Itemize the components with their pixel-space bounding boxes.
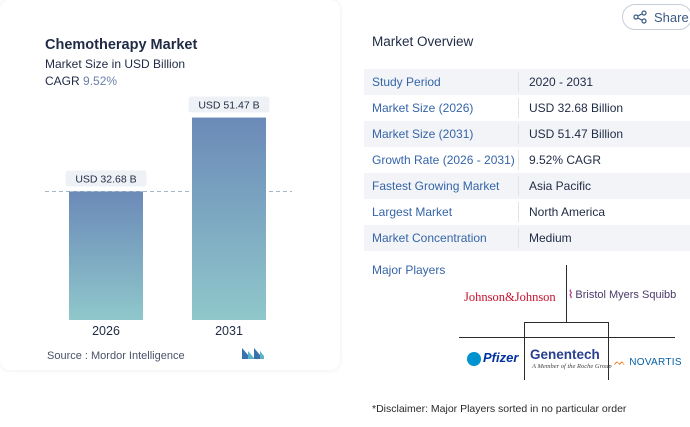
row-key: Growth Rate (2026 - 2031) bbox=[372, 153, 515, 167]
row-key: Fastest Growing Market bbox=[372, 179, 500, 193]
row-divider bbox=[518, 72, 519, 92]
value-label: USD 32.68 B bbox=[75, 173, 136, 185]
row-divider bbox=[518, 202, 519, 222]
row-divider bbox=[518, 124, 519, 144]
chart-card: Chemotherapy Market Market Size in USD B… bbox=[0, 0, 340, 370]
source-text: Source : Mordor Intelligence bbox=[47, 350, 185, 362]
overview-row-growth-rate: Growth Rate (2026 - 2031) 9.52% CAGR bbox=[364, 147, 690, 173]
novartis-logo: ᨓ NOVARTIS bbox=[614, 357, 682, 368]
overview-row-fastest-growing: Fastest Growing Market Asia Pacific bbox=[364, 173, 690, 199]
grid-line bbox=[524, 322, 525, 380]
major-players-label: Major Players bbox=[372, 263, 446, 277]
value-label: USD 51.47 B bbox=[198, 100, 259, 112]
value-label-bg bbox=[65, 170, 147, 187]
category-label: 2026 bbox=[92, 324, 120, 338]
row-divider bbox=[518, 228, 519, 248]
overview-row-market-size-2031: Market Size (2031) USD 51.47 Billion bbox=[364, 121, 690, 147]
grid-line bbox=[524, 322, 608, 323]
cagr-line: CAGR 9.52% bbox=[45, 74, 117, 88]
row-value: Asia Pacific bbox=[529, 179, 592, 193]
share-button[interactable]: Share bbox=[622, 4, 690, 30]
row-divider bbox=[518, 150, 519, 170]
grid-line bbox=[459, 337, 675, 338]
cagr-value: 9.52% bbox=[83, 74, 118, 88]
genentech-logo: Genentech bbox=[530, 347, 600, 362]
disclaimer-text: *Disclaimer: Major Players sorted in no … bbox=[372, 403, 627, 415]
row-key: Study Period bbox=[372, 75, 441, 89]
cagr-label: CAGR bbox=[45, 74, 80, 88]
grid-line bbox=[566, 265, 567, 322]
novartis-name: NOVARTIS bbox=[629, 357, 682, 368]
market-overview-title: Market Overview bbox=[372, 34, 474, 49]
overview-row-study-period: Study Period 2020 - 2031 bbox=[364, 69, 690, 95]
genentech-tagline: A Member of the Roche Group bbox=[532, 363, 612, 370]
row-value: USD 32.68 Billion bbox=[529, 101, 624, 115]
row-divider bbox=[518, 176, 519, 196]
row-value: 2020 - 2031 bbox=[529, 75, 594, 89]
share-icon bbox=[633, 10, 647, 24]
row-divider bbox=[518, 98, 519, 118]
row-value: 9.52% CAGR bbox=[529, 153, 602, 167]
row-key: Market Size (2031) bbox=[372, 127, 474, 141]
value-label-bg bbox=[188, 96, 270, 113]
row-key: Market Concentration bbox=[372, 231, 487, 245]
row-value: USD 51.47 Billion bbox=[529, 127, 624, 141]
row-value: Medium bbox=[529, 231, 572, 245]
pfizer-logo: Pfizer bbox=[467, 350, 518, 366]
bms-icon: ⌇ bbox=[568, 289, 574, 301]
bar-2031 bbox=[192, 117, 266, 320]
bar-2026 bbox=[69, 191, 143, 320]
novartis-icon: ᨓ bbox=[614, 357, 627, 368]
chart-subtitle: Market Size in USD Billion bbox=[45, 57, 186, 71]
bms-logo: ⌇ Bristol Myers Squibb bbox=[568, 288, 676, 301]
chart-title: Chemotherapy Market bbox=[45, 37, 198, 53]
bms-name: Bristol Myers Squibb bbox=[575, 289, 677, 301]
share-label: Share bbox=[654, 10, 689, 25]
grid-line bbox=[608, 322, 609, 380]
bar-chart: USD 32.68 B 2026 USD 51.47 B 2031 bbox=[45, 96, 292, 338]
row-key: Market Size (2026) bbox=[372, 101, 474, 115]
row-key: Largest Market bbox=[372, 205, 453, 219]
overview-row-concentration: Market Concentration Medium bbox=[364, 225, 690, 251]
johnson-logo: Johnson&Johnson bbox=[464, 290, 556, 304]
mordor-logo-icon bbox=[242, 348, 264, 359]
pfizer-name: Pfizer bbox=[483, 350, 519, 365]
category-label: 2031 bbox=[215, 324, 243, 338]
overview-row-largest-market: Largest Market North America bbox=[364, 199, 690, 225]
pfizer-icon bbox=[467, 351, 481, 366]
overview-row-market-size-2026: Market Size (2026) USD 32.68 Billion bbox=[364, 95, 690, 121]
row-value: North America bbox=[529, 205, 606, 219]
